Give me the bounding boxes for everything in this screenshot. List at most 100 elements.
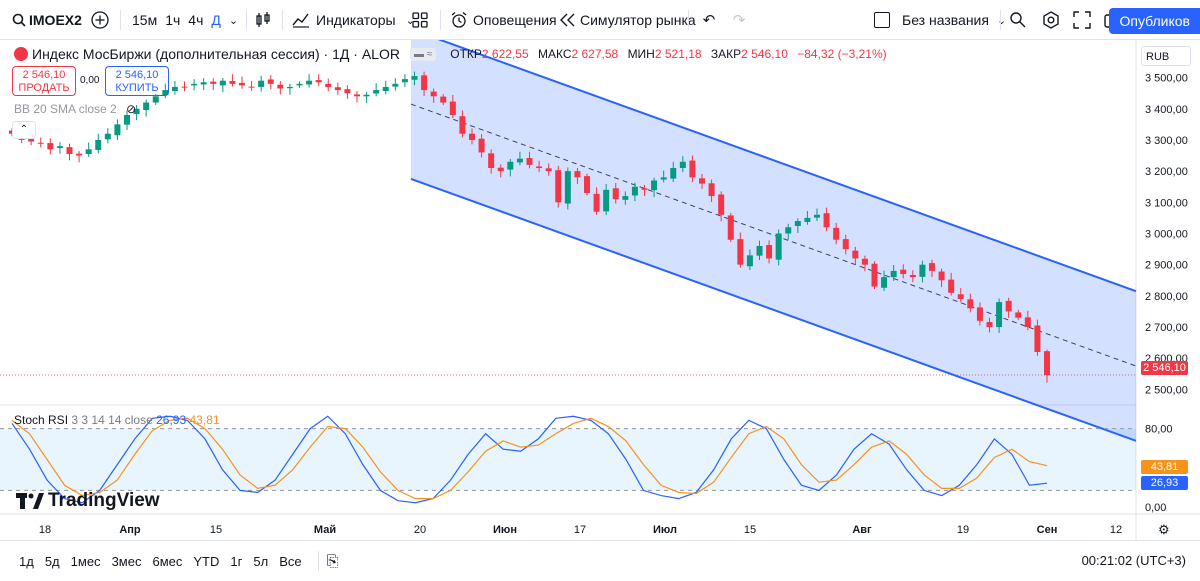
fullscreen-button[interactable] <box>1073 0 1091 40</box>
timeframe-dropdown-icon[interactable]: ⌄ <box>228 14 239 27</box>
legend-collapse-icon[interactable]: ▬ ≈ <box>409 47 437 61</box>
buy-label: КУПИТЬ <box>115 82 159 94</box>
currency-selector[interactable]: RUB <box>1141 46 1191 66</box>
indicators-button[interactable]: Индикаторы ⌄ <box>292 0 415 40</box>
candle-body <box>737 239 744 265</box>
candle-body <box>421 75 428 91</box>
candle-body <box>478 138 485 153</box>
layout-checkbox-icon[interactable] <box>874 12 890 28</box>
candle-body <box>1015 312 1022 318</box>
candle-body <box>689 160 696 178</box>
candle-body <box>430 91 437 97</box>
time-axis-label: 15 <box>744 524 756 536</box>
candle-body <box>670 168 677 179</box>
chart-canvas[interactable]: 3 500,00 3 400,00 3 300,00 3 200,00 3 100,00… <box>0 40 1200 540</box>
time-axis-label: Июл <box>653 524 677 536</box>
tradingview-logo[interactable]: TradingView <box>16 490 160 512</box>
low-label: МИН <box>627 47 655 61</box>
candle-body <box>766 245 773 259</box>
ohlc-values: ОТКР2 622,55 МАКС2 627,58 МИН2 521,18 ЗА… <box>450 47 892 61</box>
timeframe-1h[interactable]: 1ч <box>165 12 181 28</box>
candle-body <box>890 270 897 278</box>
candle-body <box>555 170 562 203</box>
publish-button[interactable]: Опубликов <box>1109 8 1200 34</box>
candle-body <box>871 263 878 287</box>
candle-body <box>95 139 102 150</box>
candle-body <box>909 274 916 278</box>
candle-body <box>56 146 63 149</box>
time-axis-label: Июн <box>493 524 517 536</box>
candle-body <box>938 271 945 281</box>
candle-body <box>746 255 753 267</box>
layout-selector[interactable]: Без названия ⌄ <box>874 0 1006 40</box>
fullscreen-icon <box>1073 11 1091 29</box>
candle-body <box>794 221 801 227</box>
time-axis-label: 15 <box>210 524 222 536</box>
price-axis-label: 3 000,00 <box>1145 229 1188 241</box>
candle-body <box>986 322 993 328</box>
grid-icon <box>412 12 428 28</box>
collapse-legend-button[interactable]: ⌃ <box>12 121 36 139</box>
replay-button[interactable]: Симулятор рынка <box>560 0 696 40</box>
range-1d[interactable]: 1д <box>19 553 34 569</box>
candle-body <box>133 108 140 115</box>
sell-button[interactable]: 2 546,10 ПРОДАТЬ <box>12 66 76 96</box>
candle-body <box>66 147 73 154</box>
brand-name: TradingView <box>48 490 160 511</box>
timeframe-15m[interactable]: 15м <box>132 12 158 28</box>
price-axis-label: 3 300,00 <box>1145 135 1188 147</box>
price-axis-label: 3 200,00 <box>1145 166 1188 178</box>
trend-channel-lower <box>410 177 1137 442</box>
candle-body <box>411 76 418 80</box>
change-value: −84,32 (−3,21%) <box>797 47 887 61</box>
axis-settings-button[interactable]: ⚙ <box>1158 522 1170 537</box>
undo-button[interactable]: ↶ <box>698 0 720 40</box>
candle-body <box>842 239 849 250</box>
candle-body <box>1024 317 1031 328</box>
range-1y[interactable]: 1г <box>230 553 243 569</box>
candle-body <box>440 96 447 103</box>
layout-name: Без названия <box>902 12 989 28</box>
candle-body <box>267 79 274 84</box>
layout-dropdown-icon[interactable]: ⌄ <box>996 14 1007 27</box>
redo-button[interactable]: ↷ <box>728 0 750 40</box>
settings-button[interactable] <box>1041 0 1061 40</box>
hidden-eye-icon[interactable]: ⊘ <box>126 102 137 116</box>
candle-body <box>957 294 964 299</box>
candle-body <box>325 83 332 87</box>
trend-channel-upper <box>437 40 1137 293</box>
candle-body <box>929 263 935 271</box>
compare-button[interactable] <box>90 0 110 40</box>
chart-legend: Индекс МосБиржи (дополнительная сессия) … <box>14 46 893 62</box>
quick-search-button[interactable] <box>1008 0 1028 40</box>
go-to-date-button[interactable]: ⎘ <box>326 552 339 570</box>
bb-indicator-label[interactable]: BB 20 SMA close 2 ⊘ <box>14 102 136 116</box>
buy-button[interactable]: 2 546,10 КУПИТЬ <box>105 66 169 96</box>
candle-body <box>507 161 514 170</box>
candle-body <box>641 188 648 190</box>
indicators-dropdown-icon[interactable]: ⌄ <box>405 14 415 27</box>
alarm-clock-icon <box>451 12 467 28</box>
candle-body <box>239 82 245 86</box>
symbol-search[interactable]: IMOEX2 <box>12 0 82 40</box>
range-5d[interactable]: 5д <box>44 553 60 569</box>
candle-body <box>124 115 130 125</box>
range-6m[interactable]: 6мес <box>152 553 183 569</box>
candle-body <box>852 250 859 259</box>
templates-button[interactable] <box>412 0 428 40</box>
clock[interactable]: 00:21:02 (UTC+3) <box>1081 553 1186 568</box>
range-3m[interactable]: 3мес <box>111 553 142 569</box>
candle-body <box>344 89 351 94</box>
alerts-button[interactable]: Оповещения <box>450 0 557 40</box>
chart-type-button[interactable] <box>254 0 272 40</box>
rewind-icon <box>560 13 575 27</box>
range-5y[interactable]: 5л <box>253 553 269 569</box>
range-1m[interactable]: 1мес <box>70 553 101 569</box>
time-axis-label: 12 <box>1110 524 1122 536</box>
timeframe-4h[interactable]: 4ч <box>188 12 204 28</box>
timeframe-1d[interactable]: Д <box>211 12 221 28</box>
range-all[interactable]: Все <box>279 553 302 569</box>
range-ytd[interactable]: YTD <box>193 553 220 569</box>
candle-body <box>392 83 399 87</box>
candle-body <box>363 94 370 97</box>
